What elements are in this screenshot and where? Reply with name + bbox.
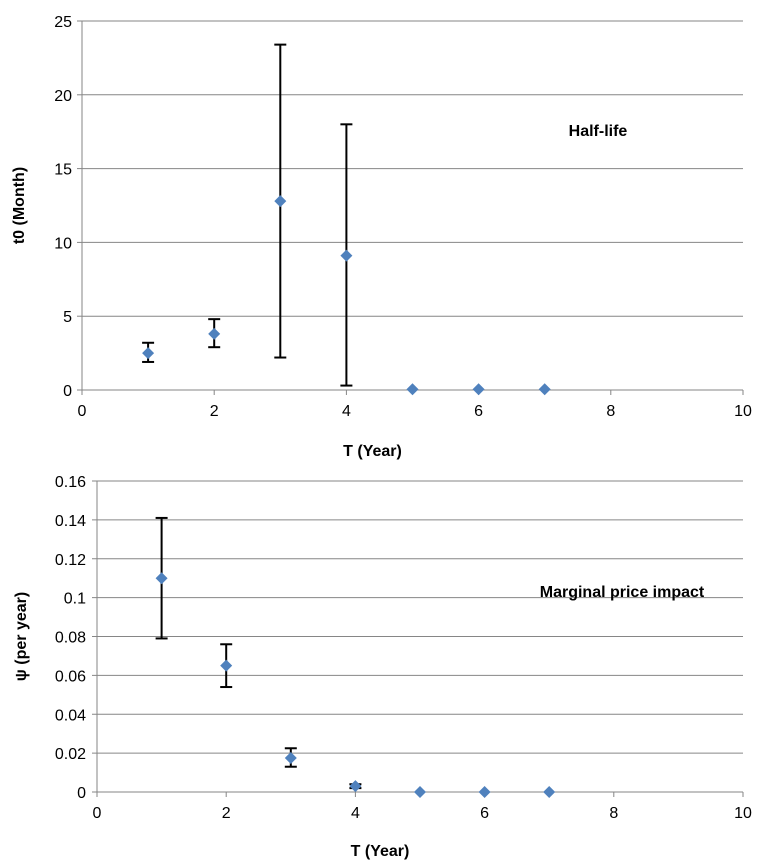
y-tick-label: 15 <box>54 162 72 179</box>
half-life-chart: 0 5 10 15 20 25 0 2 4 6 8 10 T (Year) t0 (Month) Half-… <box>11 14 752 460</box>
data-point <box>538 383 551 396</box>
data-point <box>472 383 485 396</box>
data-point <box>406 383 419 396</box>
x-tick-label: 10 <box>734 403 752 420</box>
data-point <box>284 751 297 764</box>
y-tick-label: 0.1 <box>64 591 86 608</box>
y-tick-label: 10 <box>54 235 72 252</box>
y-tick-label: 0.02 <box>55 746 86 763</box>
x-tick-label: 0 <box>93 805 102 822</box>
y-tick-label: 25 <box>54 14 72 31</box>
data-point <box>340 249 353 262</box>
x-tick-label: 4 <box>351 805 360 822</box>
data-point <box>349 780 362 793</box>
data-point <box>414 786 426 798</box>
y-tick-label: 0.06 <box>55 668 86 685</box>
y-tick-label: 0.14 <box>55 513 86 530</box>
x-tick-label: 0 <box>78 403 87 420</box>
y-axis-label: ψ (per year) <box>13 592 30 681</box>
data-point <box>208 327 221 340</box>
data-point <box>274 195 287 208</box>
chart-annotation: Marginal price impact <box>540 584 705 601</box>
chart-annotation: Half-life <box>569 123 628 140</box>
x-axis-label: T (Year) <box>343 443 402 460</box>
y-tick-label: 0.04 <box>55 707 86 724</box>
marginal-price-impact-chart: 0 0.02 0.04 0.06 0.08 0.1 0.12 0.14 0.16 0 2 4 6 8 10 T… <box>13 474 752 860</box>
x-tick-label: 8 <box>606 403 615 420</box>
y-tick-label: 20 <box>54 88 72 105</box>
x-axis-label: T (Year) <box>351 843 410 860</box>
x-tick-label: 2 <box>222 805 231 822</box>
data-point <box>220 659 233 672</box>
y-tick-label: 0.16 <box>55 474 86 491</box>
y-tick-label: 0 <box>63 383 72 400</box>
x-tick-label: 6 <box>474 403 483 420</box>
y-axis-label: t0 (Month) <box>11 167 28 244</box>
data-point <box>155 572 168 585</box>
data-point <box>142 347 155 360</box>
x-tick-label: 8 <box>609 805 618 822</box>
data-point <box>478 786 491 798</box>
x-tick-label: 2 <box>210 403 219 420</box>
y-tick-label: 5 <box>63 309 72 326</box>
x-tick-label: 6 <box>480 805 489 822</box>
x-tick-label: 10 <box>734 805 752 822</box>
y-tick-label: 0 <box>77 785 86 802</box>
y-tick-label: 0.12 <box>55 552 86 569</box>
data-point <box>543 786 556 798</box>
x-tick-label: 4 <box>342 403 351 420</box>
y-tick-label: 0.08 <box>55 630 86 647</box>
